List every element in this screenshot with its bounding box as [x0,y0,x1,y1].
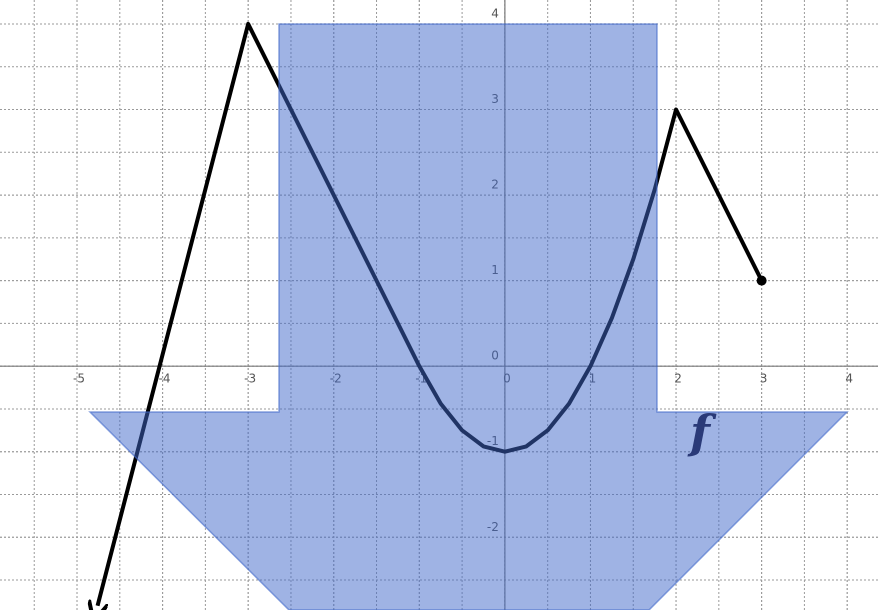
down-arrow-overlay [88,23,849,610]
x-tick-label: 4 [845,372,853,386]
x-tick-label: 2 [674,372,682,386]
x-tick-label: -3 [244,372,256,386]
x-tick-label: -4 [159,372,171,386]
x-tick-label: -5 [73,372,85,386]
y-tick-label: 4 [491,6,499,20]
x-tick-label: 3 [760,372,768,386]
endpoint-dot [756,275,767,286]
